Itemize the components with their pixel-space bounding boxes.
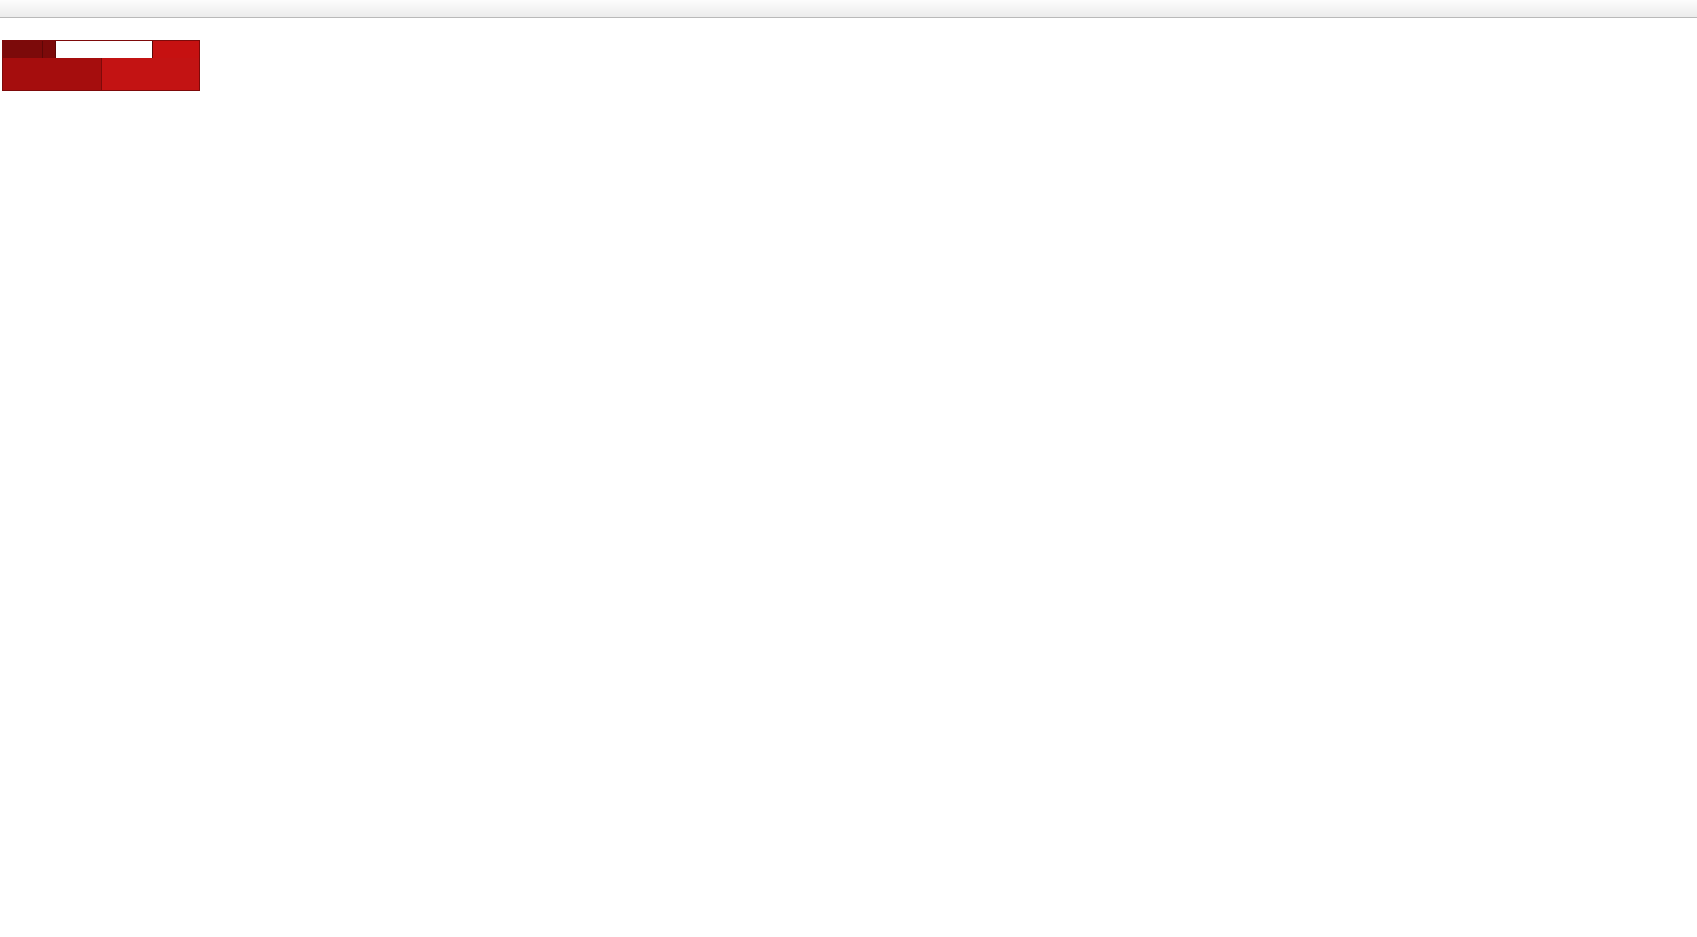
buy-button[interactable]	[153, 41, 199, 58]
chart-canvas[interactable]	[0, 17, 1697, 937]
one-click-trading-panel	[2, 40, 200, 91]
order-type-dropdown[interactable]	[43, 41, 56, 58]
sell-button[interactable]	[3, 41, 43, 58]
volume-field[interactable]	[56, 41, 153, 58]
sell-price[interactable]	[3, 58, 102, 90]
buy-price[interactable]	[101, 58, 199, 90]
toolbar	[0, 0, 1697, 18]
